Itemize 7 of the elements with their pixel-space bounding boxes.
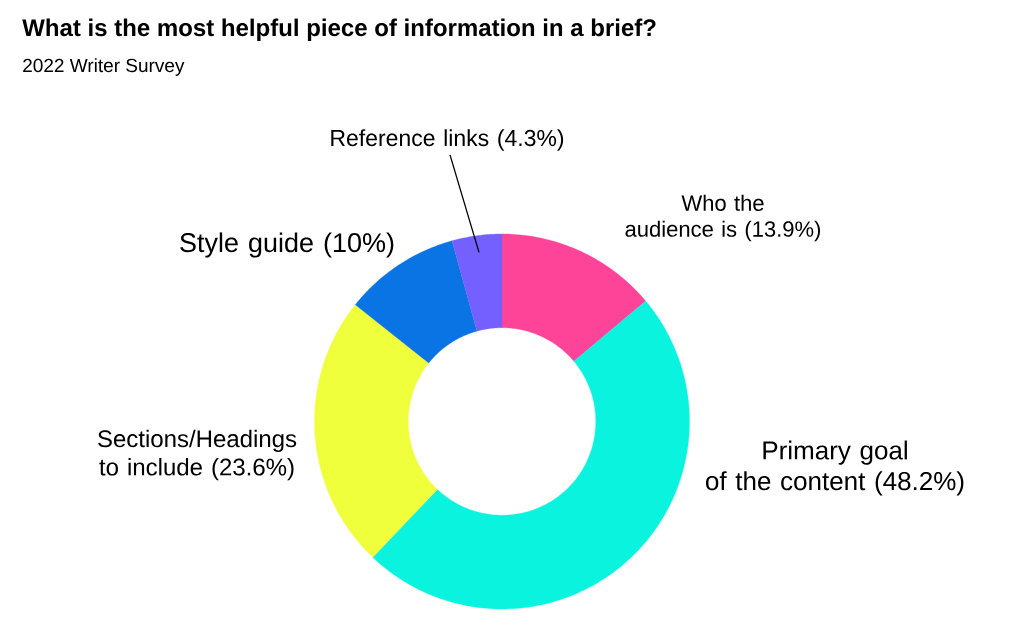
chart-title: What is the most helpful piece of information in a brief?	[22, 18, 656, 41]
slice-label: Who the audience is (13.9%)	[625, 194, 821, 242]
slice-label: Primary goal of the content (48.2%)	[706, 440, 964, 496]
slice-label: Sections/Headings to include (23.6%)	[98, 429, 297, 481]
slice-label: Style guide (10%)	[180, 232, 394, 258]
slice-label: Reference links (4.3%)	[331, 129, 564, 151]
chart-subtitle: 2022 Writer Survey	[23, 58, 185, 76]
